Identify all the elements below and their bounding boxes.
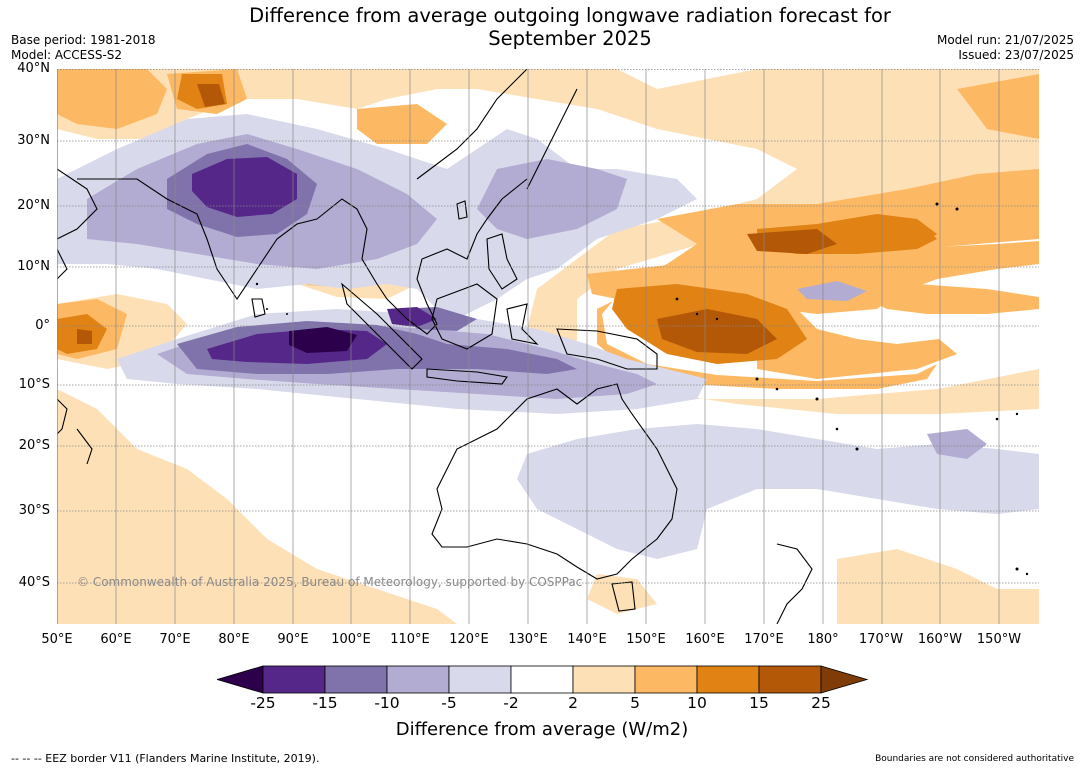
lon-label-150w: 150°W: [976, 632, 1022, 647]
map-title: Difference from average outgoing longwav…: [0, 4, 1085, 50]
taiwan-coast: [456, 200, 468, 220]
australia-coast: [431, 383, 678, 580]
title-line-1: Difference from average outgoing longwav…: [249, 4, 891, 27]
boundaries-disclaimer: Boundaries are not considered authoritat…: [875, 754, 1074, 764]
colorbar-tick-1: -15: [312, 694, 338, 712]
base-period: Base period: 1981-2018: [11, 33, 156, 47]
lon-label-90e: 90°E: [277, 632, 309, 647]
colorbar-segment: [696, 665, 760, 694]
new-guinea-coast: [556, 328, 658, 370]
lon-label-130e: 130°E: [508, 632, 548, 647]
colorbar-extend-high: [820, 665, 869, 694]
colorbar-tick-4: -2: [503, 694, 519, 712]
lat-label-40n: 40°N: [17, 61, 50, 76]
colorbar-tick-2: -10: [374, 694, 400, 712]
colorbar-tick-3: -5: [441, 694, 457, 712]
lat-label-30n: 30°N: [17, 133, 50, 148]
china-japan-coast: [416, 69, 578, 190]
southeast-asia-coast: [316, 178, 528, 335]
java-coast: [426, 368, 508, 385]
lon-label-60e: 60°E: [100, 632, 132, 647]
arabia-coast: [57, 168, 98, 240]
lon-label-140e: 140°E: [567, 632, 607, 647]
lon-label-110e: 110°E: [390, 632, 430, 647]
madagascar-coast: [57, 398, 68, 435]
borneo-coast: [431, 283, 498, 350]
colorbar-segment: [634, 665, 698, 694]
colorbar-tick-7: 10: [687, 694, 707, 712]
lon-label-80e: 80°E: [218, 632, 250, 647]
lat-label-30s: 30°S: [18, 503, 50, 518]
lat-label-10n: 10°N: [17, 259, 50, 274]
lon-label-50e: 50°E: [41, 632, 73, 647]
colorbar-segment: [510, 665, 574, 694]
lon-label-170e: 170°E: [744, 632, 784, 647]
colorbar-segment: [262, 665, 326, 694]
colorbar-tick-8: 15: [749, 694, 769, 712]
colorbar-tick-0: -25: [250, 694, 276, 712]
anomaly-below-minus25: [289, 327, 357, 353]
lon-label-120e: 120°E: [449, 632, 489, 647]
issued-date: Issued: 23/07/2025: [958, 48, 1074, 62]
eez-border-note: -- -- -- EEZ border V11 (Flanders Marine…: [11, 752, 320, 765]
colorbar: [217, 665, 869, 694]
lon-label-160e: 160°E: [685, 632, 725, 647]
colorbar-segment: [386, 665, 450, 694]
lon-label-70e: 70°E: [159, 632, 191, 647]
philippines-coast: [486, 233, 518, 290]
meta-right: Model run: 21/07/2025 Issued: 23/07/2025: [937, 33, 1074, 63]
colorbar-segment: [448, 665, 512, 694]
model-name: Model: ACCESS-S2: [11, 48, 123, 62]
colorbar-segments: [217, 665, 869, 694]
copyright-notice: © Commonwealth of Australia 2025, Bureau…: [77, 575, 583, 589]
lat-label-20s: 20°S: [18, 438, 50, 453]
colorbar-tick-6: 5: [630, 694, 640, 712]
meta-left: Base period: 1981-2018 Model: ACCESS-S2: [11, 33, 156, 63]
sri-lanka-coast: [251, 298, 266, 318]
colorbar-tick-5: 2: [568, 694, 578, 712]
indian-subcontinent-coast: [77, 178, 318, 300]
lon-label-180: 180°: [807, 632, 839, 647]
colorbar-segment: [572, 665, 636, 694]
colorbar-tick-9: 25: [811, 694, 831, 712]
olr-anomaly-map: [57, 69, 1039, 624]
colorbar-segment: [324, 665, 388, 694]
colorbar-extend-low: [217, 665, 264, 694]
pacific-islands: [255, 202, 1029, 576]
gridlines: [57, 69, 1039, 624]
lon-label-150e: 150°E: [626, 632, 666, 647]
title-line-2: September 2025: [488, 27, 652, 50]
lon-label-100e: 100°E: [331, 632, 371, 647]
africa-coast: [57, 248, 93, 465]
lat-label-0: 0°: [35, 318, 50, 333]
lon-label-160w: 160°W: [917, 632, 963, 647]
anomaly-15-to-25: [77, 84, 837, 354]
lat-label-40s: 40°S: [18, 575, 50, 590]
model-run: Model run: 21/07/2025: [936, 33, 1074, 47]
new-zealand-coast: [776, 543, 813, 624]
lon-label-170w: 170°W: [858, 632, 904, 647]
lat-label-20n: 20°N: [17, 198, 50, 213]
colorbar-segment: [758, 665, 822, 694]
colorbar-title: Difference from average (W/m2): [395, 719, 689, 740]
lat-label-10s: 10°S: [18, 377, 50, 392]
sumatra-coast: [341, 282, 423, 370]
sulawesi-coast: [506, 303, 539, 345]
coastlines: [57, 69, 813, 624]
